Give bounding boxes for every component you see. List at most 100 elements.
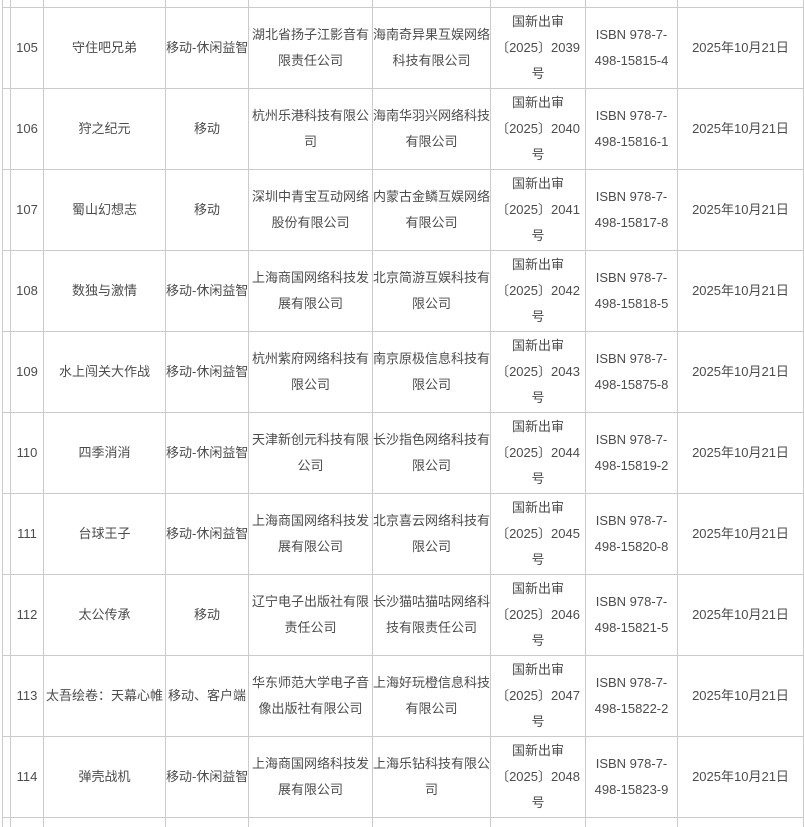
cell-game-name: 弹壳战机 [43, 736, 166, 818]
cell-sequence-number: 106 [10, 88, 44, 170]
cell-isbn: ISBN 978-7-498-15817-8 [585, 169, 678, 251]
cell-platform-category: 移动-休闲益智 [165, 7, 249, 89]
cell-cropped-left [2, 736, 11, 818]
cell-game-name [43, 0, 166, 8]
cell-game-name: 四季消消 [43, 412, 166, 494]
cell-sequence-number: 107 [10, 169, 44, 251]
cell-approval-date: 2025年10月21日 [677, 7, 804, 89]
cell-isbn: ISBN 978-7-498-15816-1 [585, 88, 678, 170]
cell-cropped-left [2, 0, 11, 8]
cell-cropped-left [2, 412, 11, 494]
cell-cropped-left [2, 250, 11, 332]
cell-approval-number: 国新出审〔2025〕2042号 [490, 250, 586, 332]
cell-operator [372, 0, 491, 8]
cell-game-name: 守住吧兄弟 [43, 7, 166, 89]
cell-approval-number: 国新出审〔2025〕2047号 [490, 655, 586, 737]
cell-sequence-number: 105 [10, 7, 44, 89]
cell-publisher: 天津新创元科技有限公司 [248, 412, 373, 494]
cell-operator: 内蒙古金鳞互娱网络有限公司 [372, 169, 491, 251]
cell-approval-date: 2025年10月21日 [677, 169, 804, 251]
cell-publisher: 华东师范大学电子音像出版社有限公司 [248, 655, 373, 737]
cell-game-name: 台球王子 [43, 493, 166, 575]
cell-game-name: 狩之纪元 [43, 88, 166, 170]
cell-sequence-number: 113 [10, 655, 44, 737]
cell-operator: 北京喜云网络科技有限公司 [372, 493, 491, 575]
cell-platform-category: 移动-休闲益智 [165, 331, 249, 413]
cell-game-name: 水上闯关大作战 [43, 331, 166, 413]
cell-operator: 上海乐钻科技有限公司 [372, 736, 491, 818]
cell-approval-number: 国新出审〔2025〕2048号 [490, 736, 586, 818]
cell-sequence-number [10, 0, 44, 8]
table-row: 109 水上闯关大作战 移动-休闲益智 杭州紫府网络科技有限公司 南京原极信息科技有限公… [2, 331, 804, 413]
table-row: 111 台球王子 移动-休闲益智 上海商国网络科技发展有限公司 北京喜云网络科技有限公司… [2, 493, 804, 575]
cell-approval-date: 2025年10月21日 [677, 412, 804, 494]
table-row: 106 狩之纪元 移动 杭州乐港科技有限公司 海南华羽兴网络科技有限公司 国新出审〔202… [2, 88, 804, 170]
cell-cropped-left [2, 574, 11, 656]
table-row: 110 四季消消 移动-休闲益智 天津新创元科技有限公司 长沙指色网络科技有限公司 国新出… [2, 412, 804, 494]
cell-platform-category: 移动-休闲益智 [165, 736, 249, 818]
partial-row-bottom [2, 817, 804, 827]
cell-approval-date [677, 817, 804, 827]
cell-platform-category [165, 817, 249, 827]
cell-approval-date: 2025年10月21日 [677, 493, 804, 575]
cell-game-name: 太公传承 [43, 574, 166, 656]
cell-operator: 长沙指色网络科技有限公司 [372, 412, 491, 494]
cell-platform-category: 移动 [165, 88, 249, 170]
cell-operator: 海南奇异果互娱网络科技有限公司 [372, 7, 491, 89]
cell-isbn: ISBN 978-7-498-15819-2 [585, 412, 678, 494]
cell-cropped-left [2, 88, 11, 170]
table-row: 107 蜀山幻想志 移动 深圳中青宝互动网络股份有限公司 内蒙古金鳞互娱网络有限公司 国新… [2, 169, 804, 251]
cell-cropped-left [2, 493, 11, 575]
cell-isbn: ISBN 978-7-498-15822-2 [585, 655, 678, 737]
cell-operator: 海南华羽兴网络科技有限公司 [372, 88, 491, 170]
cell-approval-date: 2025年10月21日 [677, 574, 804, 656]
cell-operator: 北京简游互娱科技有限公司 [372, 250, 491, 332]
cell-isbn [585, 0, 678, 8]
cell-platform-category: 移动 [165, 574, 249, 656]
partial-row-top [2, 0, 804, 8]
cell-approval-number [490, 0, 586, 8]
cell-sequence-number: 108 [10, 250, 44, 332]
cell-publisher: 杭州紫府网络科技有限公司 [248, 331, 373, 413]
cell-publisher: 深圳中青宝互动网络股份有限公司 [248, 169, 373, 251]
table-row: 114 弹壳战机 移动-休闲益智 上海商国网络科技发展有限公司 上海乐钻科技有限公司 国新… [2, 736, 804, 818]
cell-platform-category: 移动-休闲益智 [165, 250, 249, 332]
cell-platform-category: 移动-休闲益智 [165, 412, 249, 494]
cell-operator [372, 817, 491, 827]
cell-sequence-number [10, 817, 44, 827]
cell-publisher: 上海商国网络科技发展有限公司 [248, 736, 373, 818]
cell-sequence-number: 110 [10, 412, 44, 494]
cell-operator: 上海好玩橙信息科技有限公司 [372, 655, 491, 737]
cell-approval-date: 2025年10月21日 [677, 250, 804, 332]
cell-approval-number [490, 817, 586, 827]
cell-game-name: 数独与激情 [43, 250, 166, 332]
cell-approval-date: 2025年10月21日 [677, 88, 804, 170]
cell-publisher [248, 0, 373, 8]
cell-approval-number: 国新出审〔2025〕2046号 [490, 574, 586, 656]
cell-approval-number: 国新出审〔2025〕2044号 [490, 412, 586, 494]
cell-publisher: 辽宁电子出版社有限责任公司 [248, 574, 373, 656]
cell-sequence-number: 112 [10, 574, 44, 656]
cell-platform-category: 移动、客户端 [165, 655, 249, 737]
cell-cropped-left [2, 7, 11, 89]
cell-cropped-left [2, 655, 11, 737]
cell-publisher [248, 817, 373, 827]
cell-isbn: ISBN 978-7-498-15815-4 [585, 7, 678, 89]
table-row: 108 数独与激情 移动-休闲益智 上海商国网络科技发展有限公司 北京简游互娱科技有限公… [2, 250, 804, 332]
cell-game-name [43, 817, 166, 827]
cell-publisher: 杭州乐港科技有限公司 [248, 88, 373, 170]
cell-approval-number: 国新出审〔2025〕2041号 [490, 169, 586, 251]
cell-sequence-number: 109 [10, 331, 44, 413]
cell-platform-category: 移动 [165, 169, 249, 251]
cell-operator: 长沙猫咕猫咕网络科技有限责任公司 [372, 574, 491, 656]
cell-operator: 南京原极信息科技有限公司 [372, 331, 491, 413]
cell-publisher: 上海商国网络科技发展有限公司 [248, 493, 373, 575]
cell-approval-date [677, 0, 804, 8]
cell-platform-category: 移动-休闲益智 [165, 493, 249, 575]
cell-game-name: 蜀山幻想志 [43, 169, 166, 251]
cell-platform-category [165, 0, 249, 8]
cell-isbn [585, 817, 678, 827]
